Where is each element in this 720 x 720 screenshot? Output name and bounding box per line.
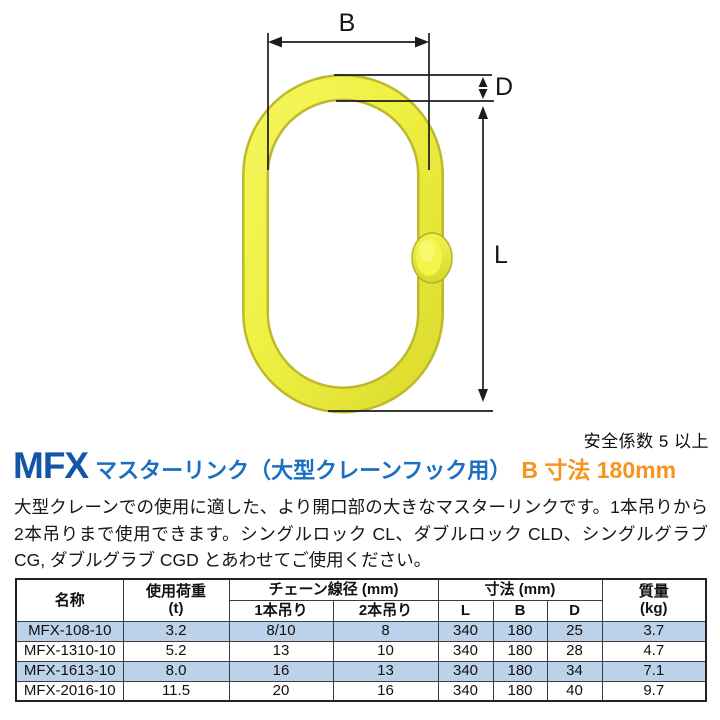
col-header-L: L xyxy=(437,599,494,622)
cell-D: 28 xyxy=(546,640,603,662)
table-row: MFX-1613-10 8.0 16 13 340 180 34 7.1 xyxy=(15,660,707,682)
dimension-label-B: B xyxy=(339,9,356,37)
cell-chain-single: 13 xyxy=(228,640,334,662)
dimension-D-lines xyxy=(334,74,494,102)
cell-load: 11.5 xyxy=(122,680,230,702)
dimension-label-L: L xyxy=(494,241,508,269)
cell-D: 34 xyxy=(546,660,603,682)
cell-load: 8.0 xyxy=(122,660,230,682)
dimension-D-arrowheads xyxy=(478,77,488,99)
col-header-B: B xyxy=(492,599,548,622)
col-header-name: 名称 xyxy=(15,578,124,622)
spec-table: 名称 使用荷重 (t) チェーン線径 (mm) 寸法 (mm) 質量 (kg) … xyxy=(15,578,708,702)
product-model: MFX xyxy=(13,445,89,486)
col-header-mass: 質量 (kg) xyxy=(601,578,707,622)
cell-chain-double: 8 xyxy=(332,620,439,642)
cell-B: 180 xyxy=(492,620,548,642)
col-header-mass-unit: (kg) xyxy=(640,600,668,618)
col-header-D: D xyxy=(546,599,603,622)
cell-load: 3.2 xyxy=(122,620,230,642)
weld-bump xyxy=(411,232,453,284)
col-header-chain-double: 2本吊り xyxy=(332,599,439,622)
col-header-load: 使用荷重 (t) xyxy=(122,578,230,622)
table-row: MFX-108-10 3.2 8/10 8 340 180 25 3.7 xyxy=(15,620,707,642)
dimension-B-arrowheads xyxy=(268,36,429,48)
cell-mass: 7.1 xyxy=(601,660,707,682)
table-row: MFX-2016-10 11.5 20 16 340 180 40 9.7 xyxy=(15,680,707,702)
table-row: MFX-1310-10 5.2 13 10 340 180 28 4.7 xyxy=(15,640,707,662)
cell-mass: 9.7 xyxy=(601,680,707,702)
col-header-load-unit: (t) xyxy=(168,600,184,618)
cell-chain-single: 16 xyxy=(228,660,334,682)
cell-model: MFX-108-10 xyxy=(15,620,124,642)
cell-load: 5.2 xyxy=(122,640,230,662)
cell-B: 180 xyxy=(492,680,548,702)
cell-chain-double: 10 xyxy=(332,640,439,662)
master-link-ring xyxy=(242,74,453,414)
cell-D: 25 xyxy=(546,620,603,642)
col-header-load-label: 使用荷重 xyxy=(145,583,206,600)
col-header-mass-label: 質量 xyxy=(638,583,669,600)
safety-factor-note: 安全係数 5 以上 xyxy=(583,432,709,451)
master-link-diagram: B D L xyxy=(242,9,513,414)
cell-L: 340 xyxy=(437,620,494,642)
cell-chain-single: 8/10 xyxy=(228,620,334,642)
cell-L: 340 xyxy=(437,680,494,702)
cell-L: 340 xyxy=(437,640,494,662)
cell-chain-single: 20 xyxy=(228,680,334,702)
product-description: 大型クレーンでの使用に適した、より開口部の大きなマスターリンクです。1本吊りから… xyxy=(14,497,708,570)
dimension-L-lines xyxy=(328,117,493,412)
col-header-chain-single: 1本吊り xyxy=(228,599,334,622)
product-title: MFX マスターリンク（大型クレーンフック用） B 寸法 180mm xyxy=(13,447,676,485)
product-title-text: マスターリンク（大型クレーンフック用） xyxy=(95,458,512,483)
product-dimension-highlight: B 寸法 180mm xyxy=(521,457,677,483)
dimension-L-arrowheads xyxy=(478,106,488,402)
cell-chain-double: 16 xyxy=(332,680,439,702)
dimension-label-D: D xyxy=(495,73,513,101)
col-header-dims: 寸法 (mm) xyxy=(437,578,603,601)
cell-model: MFX-1613-10 xyxy=(15,660,124,682)
cell-mass: 3.7 xyxy=(601,620,707,642)
cell-chain-double: 13 xyxy=(332,660,439,682)
cell-L: 340 xyxy=(437,660,494,682)
cell-model: MFX-1310-10 xyxy=(15,640,124,662)
cell-model: MFX-2016-10 xyxy=(15,680,124,702)
col-header-chain: チェーン線径 (mm) xyxy=(228,578,439,601)
cell-D: 40 xyxy=(546,680,603,702)
cell-mass: 4.7 xyxy=(601,640,707,662)
cell-B: 180 xyxy=(492,660,548,682)
cell-B: 180 xyxy=(492,640,548,662)
